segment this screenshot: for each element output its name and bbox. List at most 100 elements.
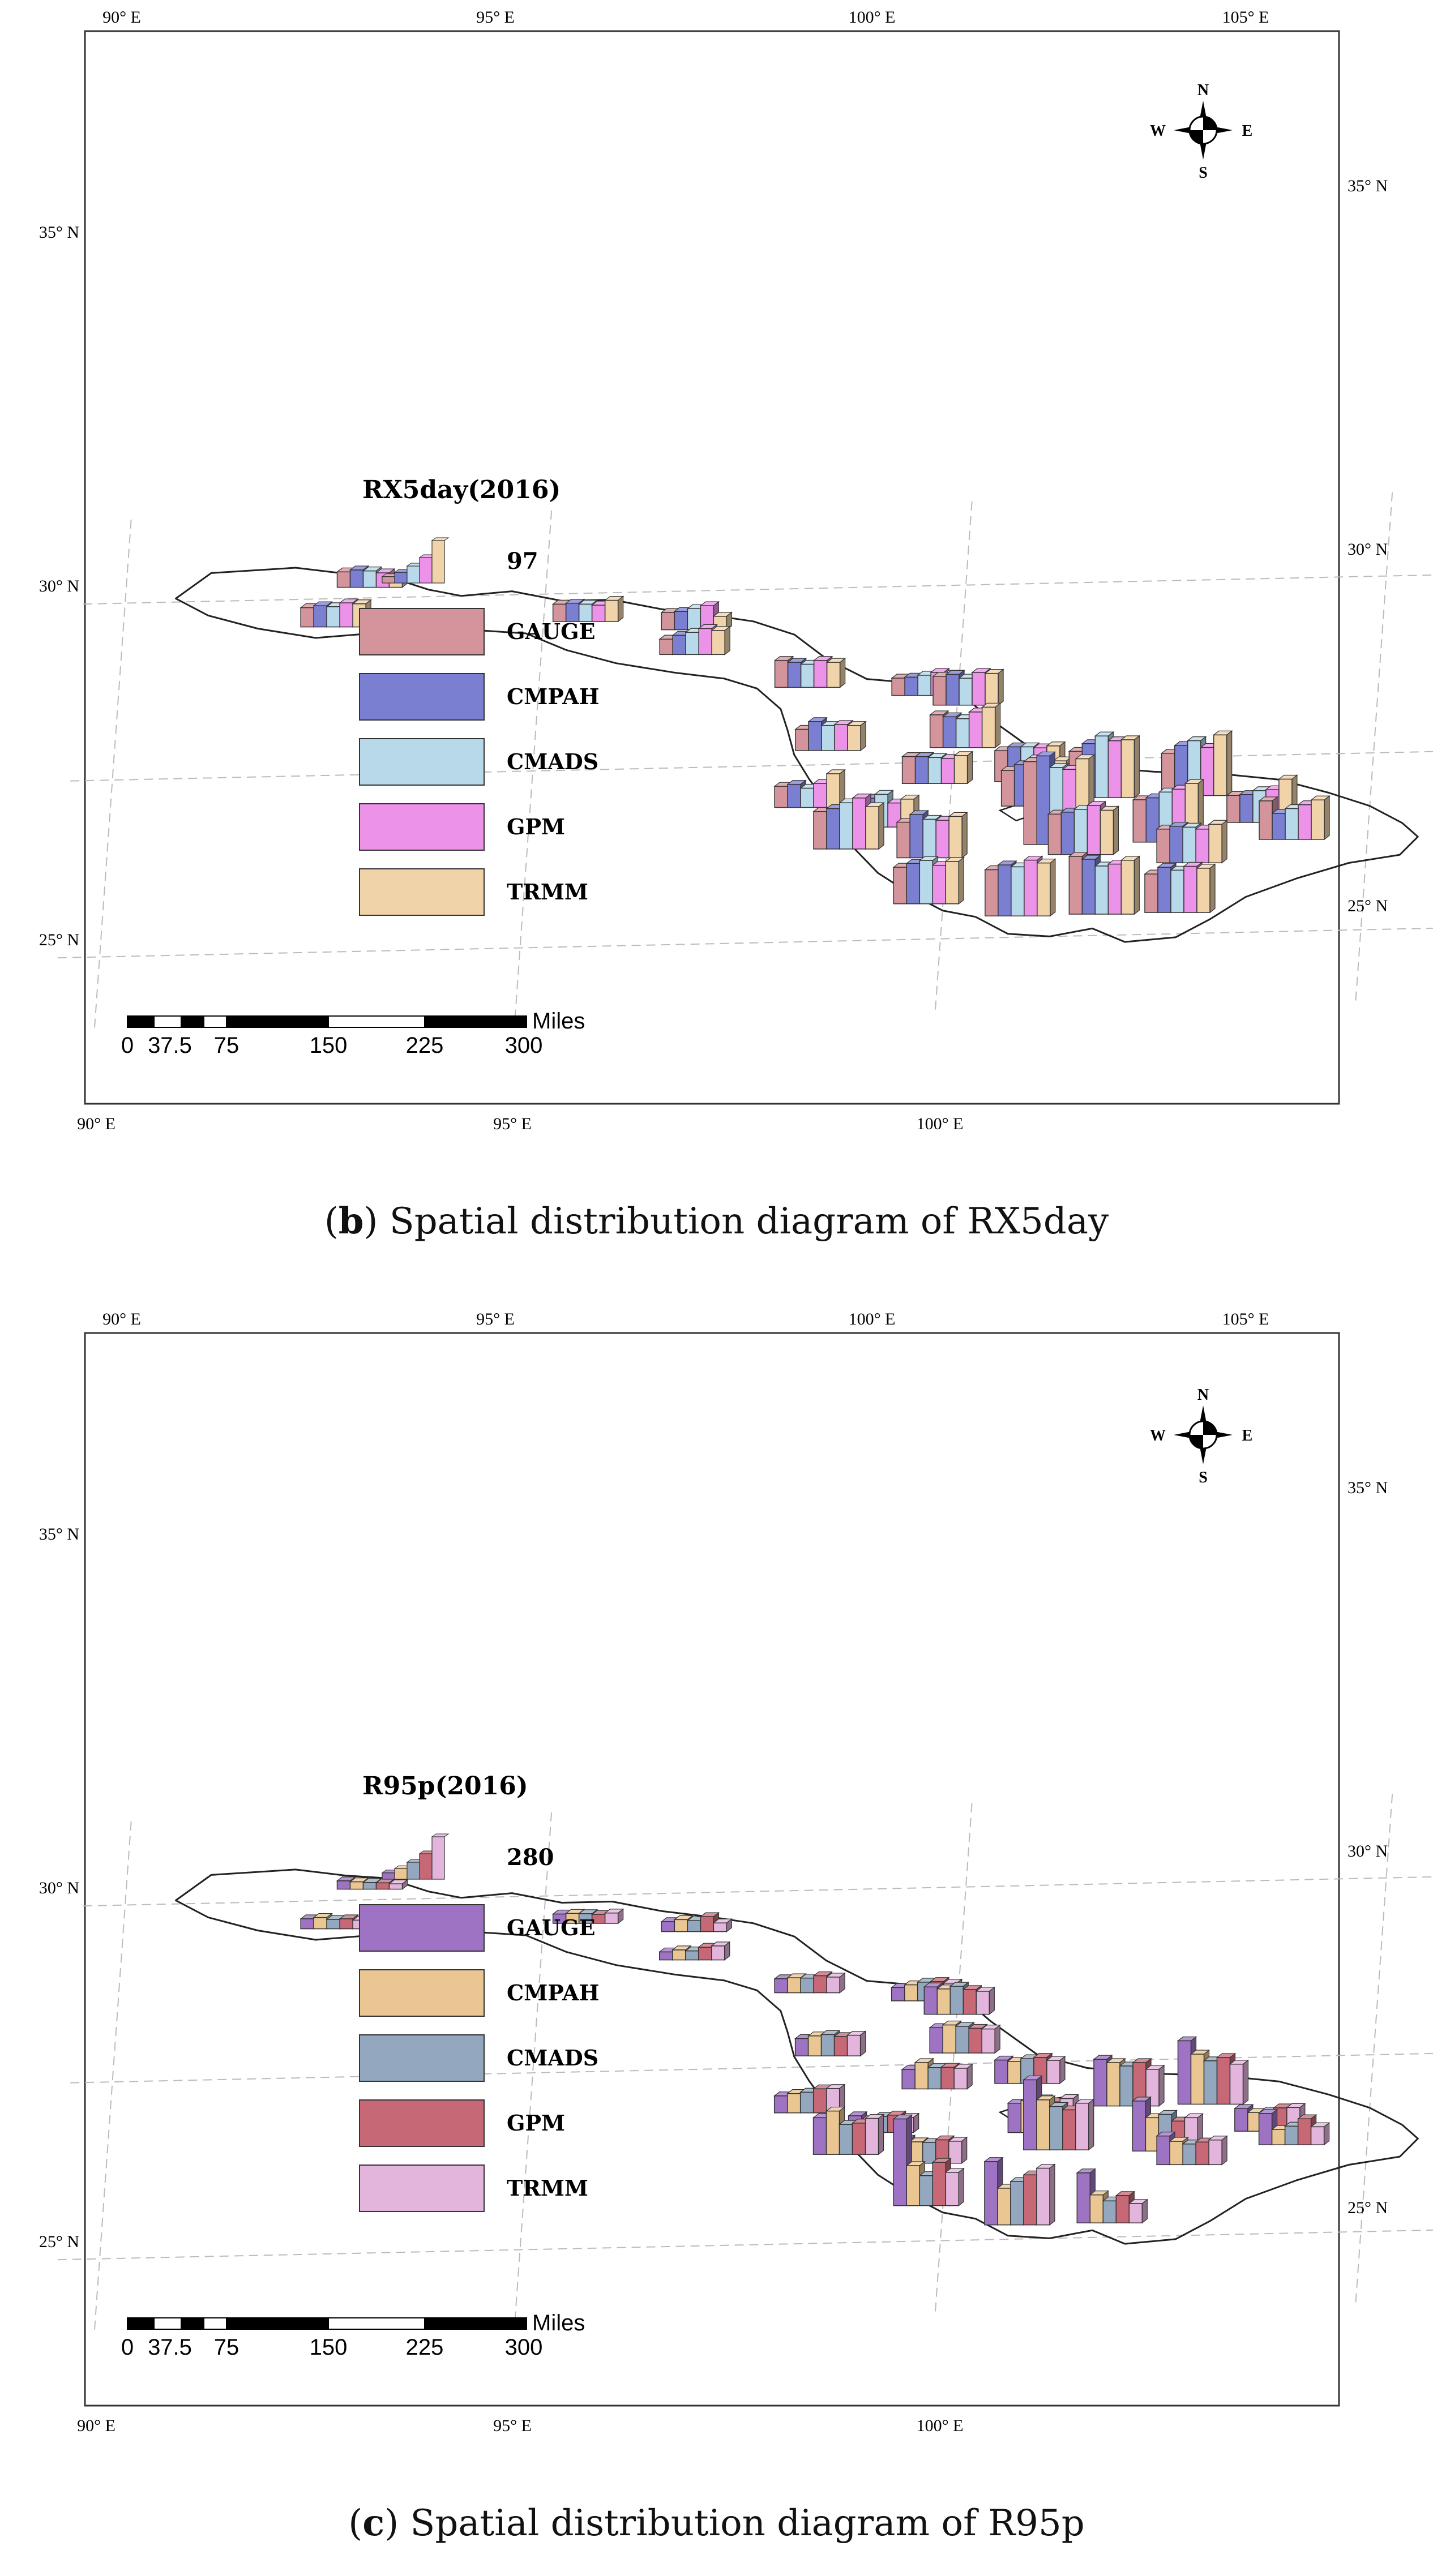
bar-front-face <box>896 821 910 859</box>
bar-front-face <box>604 599 619 622</box>
bar-front-face <box>917 675 931 696</box>
scale-bar-label: 150 <box>310 1033 348 1058</box>
bar-front-face <box>865 806 879 850</box>
station-bar-cluster <box>1156 2131 1228 2166</box>
legend-label: TRMM <box>507 2175 588 2201</box>
bar-side-face <box>995 702 1001 749</box>
bar-front-face <box>981 2028 995 2054</box>
meridian-line <box>514 1807 553 2321</box>
map-panel-r95p: 90° E 95° E 100° E 105° E 90° E 95° E 100° E 35… <box>39 1310 1433 2435</box>
bar-front-face <box>1169 2141 1183 2166</box>
bar-front-face <box>1010 2181 1024 2226</box>
parallel-line <box>83 1876 1433 1907</box>
axis-label-right: 35° N <box>1348 1478 1388 1497</box>
bar-front-face <box>940 2067 955 2090</box>
bar-front-face <box>1023 2079 1037 2150</box>
axis-label-left: 25° N <box>39 2232 79 2251</box>
bar-front-face <box>839 2124 853 2155</box>
bar-front-face <box>1311 799 1325 840</box>
bar-front-face <box>799 2091 814 2114</box>
bar-front-face <box>326 606 340 628</box>
legend-label: CMPAH <box>507 1980 600 2005</box>
bar-side-face <box>989 1986 995 2015</box>
bar-front-face <box>774 1978 788 1994</box>
bar-front-face <box>914 2062 929 2090</box>
axis-label-right: 30° N <box>1348 540 1388 559</box>
graticule <box>57 1789 1433 2330</box>
bar-front-face <box>821 725 835 751</box>
station-bar-cluster <box>773 769 846 808</box>
bar-side-face <box>966 2063 973 2090</box>
bar-front-face <box>300 607 314 628</box>
bar-front-face <box>1024 859 1038 916</box>
legend-swatch <box>359 608 485 655</box>
station-bar-cluster <box>1258 795 1331 841</box>
bar-front-face <box>1115 2195 1130 2223</box>
bar-front-face <box>1272 813 1286 840</box>
bar-front-face <box>1106 2062 1120 2107</box>
station-bar-cluster <box>901 751 974 785</box>
bar-front-face <box>909 814 923 859</box>
station-bar-cluster <box>984 855 1056 917</box>
bar-front-face <box>955 718 970 748</box>
bar-front-face <box>813 659 828 688</box>
bar-front-face <box>1000 770 1015 807</box>
station-bar-cluster <box>932 667 1004 706</box>
caption-text: Spatial distribution diagram of RX5day <box>378 1201 1109 1242</box>
legend-label: CMPAH <box>507 684 600 709</box>
bar-front-face <box>336 571 351 588</box>
bar-front-face <box>1226 795 1240 823</box>
bar-side-face <box>1133 855 1140 915</box>
bar-front-face <box>326 1919 340 1930</box>
bar-front-face <box>812 2117 827 2155</box>
bar-side-face <box>1133 735 1140 799</box>
axis-label-right: 35° N <box>1348 177 1388 195</box>
bar-front-face <box>968 711 983 748</box>
bar-side-face <box>1209 863 1216 914</box>
meridian-line <box>935 1798 973 2312</box>
bar-front-face <box>932 864 947 905</box>
legend-max-value: 280 <box>507 1844 554 1871</box>
bar-front-face <box>826 773 840 808</box>
scale-bar-segment <box>153 1015 182 1028</box>
bar-side-face <box>1226 730 1233 796</box>
bar-front-face <box>936 1988 951 2015</box>
bar-front-face <box>698 1947 712 1961</box>
axis-label-bottom: 95° E <box>493 1115 532 1133</box>
bar-front-face <box>1073 809 1088 855</box>
station-bar-cluster <box>929 702 1002 749</box>
axis-label-top: 100° E <box>849 8 896 27</box>
bar-front-face <box>1094 735 1109 798</box>
bar-front-face <box>813 1975 827 1994</box>
bar-front-face <box>1144 873 1158 913</box>
bar-front-face <box>1023 2174 1037 2226</box>
axis-label-top: 105° E <box>1222 1310 1269 1328</box>
legend: RX5day(2016) 97 GAUGE CMPAH CMADS GPM TRMM <box>359 475 600 916</box>
bar-front-face <box>1259 800 1273 840</box>
bar-front-face <box>834 724 848 751</box>
bar-front-face <box>968 2028 982 2054</box>
axis-label-left: 30° N <box>39 1879 79 1897</box>
bar-front-face <box>953 2068 968 2090</box>
bar-front-face <box>300 1918 314 1930</box>
legend-label: GAUGE <box>507 1915 596 1940</box>
axis-label-top: 95° E <box>476 1310 515 1328</box>
bar-front-face <box>349 569 364 588</box>
bar-front-face <box>1234 2108 1248 2132</box>
meridian-line <box>1355 1789 1393 2303</box>
bar-front-face <box>774 659 789 688</box>
station-bar-cluster <box>1156 820 1228 864</box>
compass-e-label: E <box>1242 122 1253 140</box>
station-bar-cluster <box>929 2020 1001 2054</box>
legend-swatch <box>359 803 485 851</box>
bar-front-face <box>1157 867 1171 913</box>
bar-front-face <box>1182 826 1196 864</box>
bar-front-face <box>786 2093 801 2114</box>
bar-front-face <box>929 714 944 748</box>
bar-front-face <box>929 2027 943 2054</box>
bar-front-face <box>1128 2203 1143 2223</box>
bar-front-face <box>846 2034 861 2056</box>
legend-sample-bar <box>419 1853 433 1880</box>
bar-front-face <box>1132 2101 1147 2152</box>
bar-front-face <box>1216 2057 1231 2105</box>
